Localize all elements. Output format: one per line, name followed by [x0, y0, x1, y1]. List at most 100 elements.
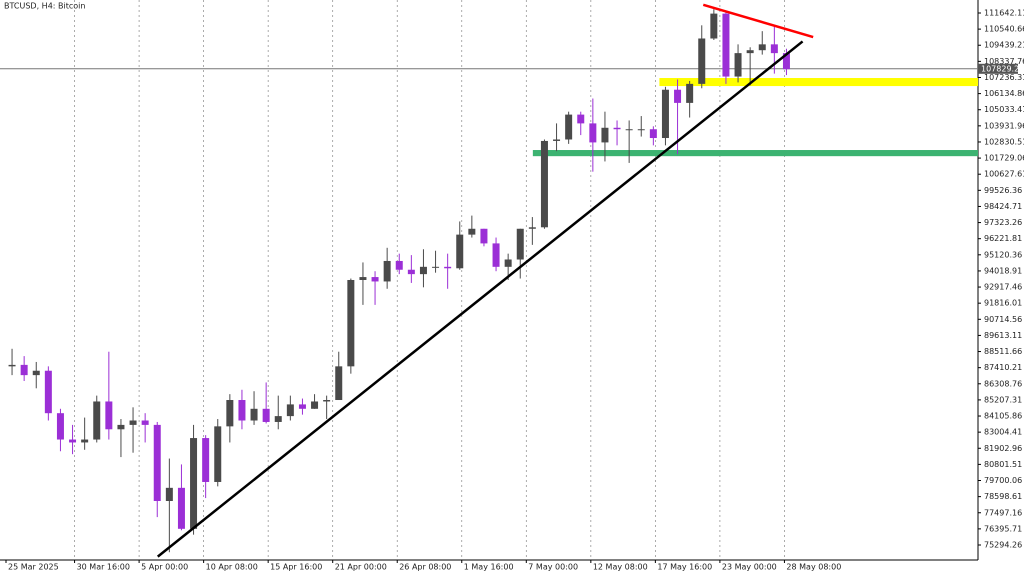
y-tick-label: 98424.71	[984, 202, 1022, 211]
candle-body	[56, 413, 64, 440]
y-tick-label: 109439.21	[984, 41, 1024, 50]
y-tick-label: 79700.06	[984, 476, 1022, 485]
candle-body	[710, 13, 718, 39]
y-tick-label: 91816.01	[984, 299, 1022, 308]
price-zone	[532, 150, 978, 157]
candle-body	[613, 127, 621, 130]
y-tick-label: 97323.26	[984, 218, 1022, 227]
candle-body	[214, 426, 222, 482]
y-tick-label: 94018.91	[984, 266, 1022, 275]
x-tick-label: 23 May 00:00	[722, 563, 777, 572]
candle-body	[238, 400, 246, 421]
candle-body	[480, 228, 488, 244]
y-tick-label: 99526.36	[984, 186, 1022, 195]
x-tick-label: 15 Apr 16:00	[270, 563, 322, 572]
candle-body	[746, 50, 754, 54]
candle-body	[250, 408, 258, 421]
y-tick-label: 78598.61	[984, 492, 1022, 501]
y-tick-label: 88511.66	[984, 347, 1022, 356]
price-zone	[659, 78, 978, 87]
candle-body	[226, 400, 234, 427]
y-tick-label: 87410.21	[984, 363, 1022, 372]
y-tick-label: 92917.46	[984, 283, 1022, 292]
y-tick-label: 103931.96	[984, 121, 1024, 130]
candle-body	[528, 227, 536, 229]
candle-body	[553, 139, 561, 141]
candle-body	[722, 13, 730, 77]
candle-body	[419, 266, 427, 275]
y-tick-label: 105033.41	[984, 105, 1024, 114]
candle-body	[262, 408, 270, 422]
x-tick-label: 21 Apr 00:00	[335, 563, 387, 572]
candle-body	[347, 279, 355, 367]
candle-body	[298, 404, 306, 409]
candle-body	[93, 401, 101, 440]
candle-body	[371, 277, 379, 282]
candle-body	[190, 438, 198, 529]
x-tick-label: 7 May 00:00	[528, 563, 578, 572]
candle-body	[758, 44, 766, 51]
y-tick-label: 102830.51	[984, 137, 1024, 146]
y-tick-label: 100627.61	[984, 170, 1024, 179]
candle-body	[153, 424, 161, 502]
x-tick-label: 30 Mar 16:00	[77, 563, 130, 572]
candle-body	[177, 487, 185, 529]
y-tick-label: 110540.66	[984, 25, 1024, 34]
trendline	[156, 40, 804, 558]
x-tick-label: 12 May 08:00	[593, 563, 648, 572]
candle-body	[359, 277, 367, 280]
candle-body	[649, 129, 657, 139]
y-tick-label: 101729.06	[984, 154, 1024, 163]
y-tick-label: 80801.51	[984, 460, 1022, 469]
candle-body	[32, 370, 40, 376]
candle-body	[141, 420, 149, 425]
candle-body	[456, 234, 464, 269]
x-tick-label: 17 May 16:00	[657, 563, 712, 572]
candle-body	[323, 400, 331, 402]
candle-body	[468, 228, 476, 235]
candle-body	[202, 438, 210, 482]
candle-body	[105, 401, 113, 430]
candle-body	[335, 366, 343, 401]
candle-body	[432, 266, 440, 268]
y-tick-label: 111642.11	[984, 8, 1024, 17]
candle-body	[686, 83, 694, 103]
y-tick-label: 85207.31	[984, 395, 1022, 404]
candle-body	[395, 260, 403, 270]
candle-body	[383, 260, 391, 282]
x-tick-label: 25 Mar 2025	[8, 563, 59, 572]
y-tick-label: 75294.26	[984, 540, 1022, 549]
candle-body	[81, 439, 89, 443]
y-tick-label: 76395.71	[984, 524, 1022, 533]
y-tick-label: 108337.76	[984, 57, 1024, 66]
candle-body	[8, 364, 16, 367]
x-tick-label: 1 May 16:00	[464, 563, 514, 572]
candle-body	[782, 53, 790, 70]
candle-body	[589, 123, 597, 143]
y-tick-label: 107236.31	[984, 73, 1024, 82]
candle-body	[601, 127, 609, 143]
candle-body	[625, 129, 633, 131]
candle-body	[565, 114, 573, 140]
candle-body	[734, 53, 742, 77]
candle-body	[311, 401, 319, 409]
y-tick-label: 83004.41	[984, 428, 1022, 437]
y-tick-label: 81902.96	[984, 444, 1022, 453]
current-price-label: 107829.20	[981, 64, 1024, 73]
candle-body	[69, 439, 77, 443]
candle-body	[637, 129, 645, 131]
trendline	[702, 3, 814, 39]
chart-title: BTCUSD, H4: Bitcoin	[4, 2, 85, 11]
y-tick-label: 89613.11	[984, 331, 1022, 340]
y-tick-label: 84105.86	[984, 412, 1022, 421]
y-tick-label: 90714.56	[984, 315, 1022, 324]
y-tick-label: 95120.36	[984, 250, 1022, 259]
y-tick-label: 77497.16	[984, 508, 1022, 517]
candle-body	[770, 44, 778, 54]
y-tick-label: 106134.86	[984, 89, 1024, 98]
candle-body	[407, 269, 415, 275]
candle-body	[117, 424, 125, 430]
candle-body	[577, 114, 585, 124]
